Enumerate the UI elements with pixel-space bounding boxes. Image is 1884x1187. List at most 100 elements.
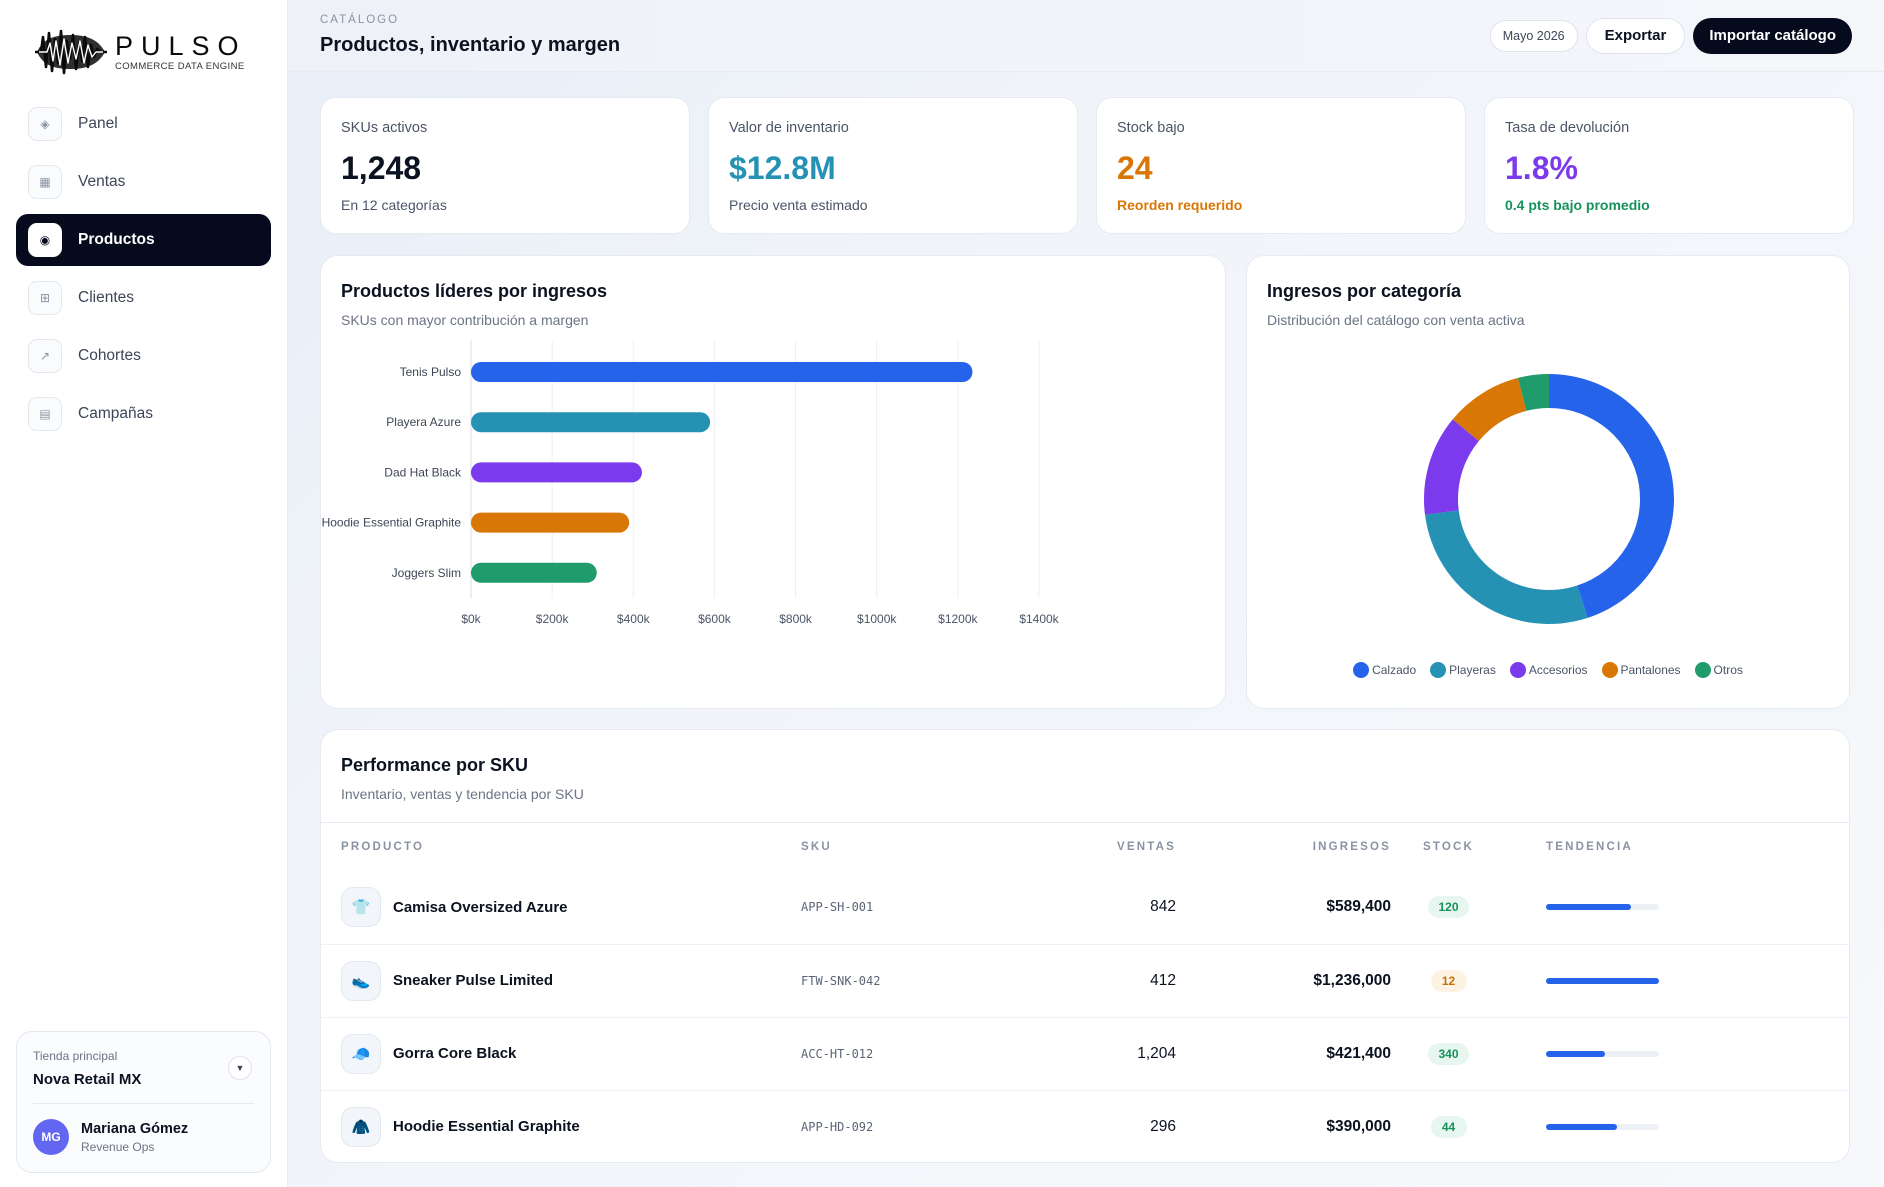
column-header-tendencia[interactable]: TENDENCIA	[1546, 841, 1633, 853]
product-name[interactable]: Hoodie Essential Graphite	[393, 1118, 580, 1136]
legend-swatch	[1430, 662, 1447, 678]
cap-icon: 🧢	[341, 1033, 381, 1074]
avatar: MG	[33, 1119, 69, 1155]
kpi-card: Valor de inventario $12.8M Precio venta es…	[708, 97, 1078, 234]
table-row[interactable]: 🧢 Gorra Core Black ACC-HT-012 1,204 $421,400…	[321, 1016, 1849, 1090]
bar-tenis-pulso	[471, 362, 973, 382]
legend-item[interactable]: Calzado	[1353, 662, 1416, 678]
slice-calzado	[1549, 374, 1674, 618]
table-row[interactable]: 👕 Camisa Oversized Azure APP-SH-001 842 $589…	[321, 871, 1849, 944]
kpi-label: Tasa de devolución	[1505, 120, 1630, 136]
sku-performance-card: Performance por SKU Inventario, ventas y…	[320, 729, 1850, 1163]
shirt-icon: 👕	[341, 887, 381, 928]
trend-bar	[1546, 1050, 1659, 1057]
kpi-value: 1.8%	[1505, 150, 1578, 186]
kpi-value: $12.8M	[729, 150, 836, 186]
legend-label: Pantalones	[1620, 663, 1681, 677]
y-tick-label: Joggers Slim	[392, 566, 461, 580]
category-revenue-card: Ingresos por categoría Distribución del …	[1246, 255, 1850, 709]
sidebar-item-ventas[interactable]: ▦ Ventas	[16, 156, 271, 208]
sidebar-item-clientes[interactable]: ⊞ Clientes	[16, 272, 271, 324]
legend-item[interactable]: Otros	[1694, 662, 1743, 678]
legend-label: Otros	[1713, 663, 1743, 677]
legend-label: Playeras	[1449, 663, 1496, 677]
cell-ingresos: $421,400	[1176, 1016, 1391, 1090]
cell-producto: 🧥 Hoodie Essential Graphite	[321, 1089, 801, 1163]
column-header-ventas[interactable]: VENTAS	[1117, 841, 1176, 853]
y-tick-label: Hoodie Essential Graphite	[322, 516, 462, 530]
sku-table: PRODUCTO SKU VENTAS INGRESOS STOCK TENDE…	[321, 823, 1849, 1163]
sidebar-item-label: Clientes	[78, 289, 134, 306]
donut-chart	[1424, 374, 1674, 624]
kpi-card: Stock bajo 24 Reorden requerido	[1096, 97, 1466, 234]
legend-item[interactable]: Accesorios	[1509, 662, 1588, 678]
box-icon: ◉	[28, 223, 62, 257]
column-header-producto[interactable]: PRODUCTO	[341, 841, 425, 853]
table-row[interactable]: 🧥 Hoodie Essential Graphite APP-HD-092 296 $…	[321, 1089, 1849, 1163]
export-button[interactable]: Exportar	[1585, 17, 1686, 54]
sidebar-nav: ◈ Panel ▦ Ventas ◉ Productos ⊞ Clientes ↗ Cohorte…	[0, 98, 287, 440]
brand-name: PULSO	[115, 31, 247, 61]
sidebar-item-label: Cohortes	[78, 347, 141, 364]
cell-sku: APP-HD-092	[801, 1089, 1021, 1163]
store-name: Nova Retail MX	[33, 1071, 142, 1088]
sneaker-icon: 👟	[341, 960, 381, 1001]
slice-pantalones	[1452, 377, 1527, 441]
cell-ventas: 296	[1021, 1089, 1176, 1163]
legend-item[interactable]: Pantalones	[1601, 662, 1681, 678]
cell-sku: ACC-HT-012	[801, 1016, 1021, 1090]
table-row[interactable]: 👟 Sneaker Pulse Limited FTW-SNK-042 412 $1,2…	[321, 943, 1849, 1017]
sidebar-item-label: Ventas	[78, 173, 126, 190]
slice-accesorios	[1424, 419, 1479, 515]
cell-ventas: 412	[1021, 943, 1176, 1017]
product-name[interactable]: Sneaker Pulse Limited	[393, 972, 554, 989]
x-tick-label: $600k	[698, 612, 732, 626]
sidebar-item-cohortes[interactable]: ↗ Cohortes	[16, 330, 271, 382]
product-name[interactable]: Camisa Oversized Azure	[393, 898, 568, 916]
date-selector[interactable]: Mayo 2026	[1489, 19, 1578, 52]
cell-ventas: 1,204	[1021, 1016, 1176, 1090]
sidebar-item-label: Panel	[78, 115, 118, 132]
x-tick-label: $1000k	[857, 612, 897, 626]
kpi-label: Stock bajo	[1117, 120, 1185, 136]
bar-chart: $0k $200k $400k $600k $800k $1000k $1200k $1400…	[322, 340, 1060, 626]
sidebar-item-campanas[interactable]: ▤ Campañas	[16, 388, 271, 440]
brand-logo[interactable]: PULSO COMMERCE DATA ENGINE	[0, 0, 287, 84]
slice-playeras	[1424, 510, 1588, 624]
cell-tendencia	[1506, 871, 1849, 944]
sidebar-item-label: Productos	[78, 231, 155, 248]
sidebar-item-productos[interactable]: ◉ Productos	[16, 214, 271, 266]
kpi-row: SKUs activos 1,248 En 12 categorías Valor d…	[320, 97, 1854, 234]
sidebar-item-panel[interactable]: ◈ Panel	[16, 98, 271, 150]
import-catalog-button[interactable]: Importar catálogo	[1693, 17, 1852, 54]
kpi-subtext: En 12 categorías	[341, 197, 447, 213]
legend-item[interactable]: Playeras	[1430, 662, 1496, 678]
x-tick-label: $400k	[617, 612, 651, 626]
product-name[interactable]: Gorra Core Black	[393, 1045, 517, 1062]
stock-badge: 44	[1430, 1115, 1467, 1138]
y-tick-label: Playera Azure	[386, 415, 461, 429]
column-header-ingresos[interactable]: INGRESOS	[1312, 841, 1391, 853]
cell-tendencia	[1506, 1016, 1849, 1090]
grid-icon: ▦	[28, 165, 62, 199]
chevron-down-icon[interactable]: ▼	[228, 1056, 252, 1080]
trend-bar	[1546, 904, 1659, 911]
kpi-label: Valor de inventario	[729, 120, 849, 136]
trend-bar-fill	[1546, 977, 1659, 984]
column-header-stock[interactable]: STOCK	[1422, 841, 1475, 853]
cell-tendencia	[1506, 943, 1849, 1017]
cell-producto: 🧢 Gorra Core Black	[321, 1016, 801, 1090]
stock-badge: 12	[1430, 969, 1467, 992]
user-profile[interactable]: MG Mariana Gómez Revenue Ops	[33, 1104, 254, 1155]
main-content: CATÁLOGO Productos, inventario y margen …	[288, 0, 1884, 1187]
cell-tendencia	[1506, 1089, 1849, 1163]
kpi-label: SKUs activos	[341, 120, 428, 136]
cell-ingresos: $589,400	[1326, 898, 1391, 916]
column-header-sku[interactable]: SKU	[801, 841, 832, 853]
cell-ingresos: $390,000	[1176, 1089, 1391, 1163]
sidebar-item-label: Campañas	[78, 405, 153, 422]
waveform-logo-icon	[35, 29, 107, 75]
y-tick-label: Tenis Pulso	[400, 365, 462, 379]
page-header: CATÁLOGO Productos, inventario y margen …	[288, 0, 1884, 72]
legend-label: Accesorios	[1528, 663, 1588, 677]
